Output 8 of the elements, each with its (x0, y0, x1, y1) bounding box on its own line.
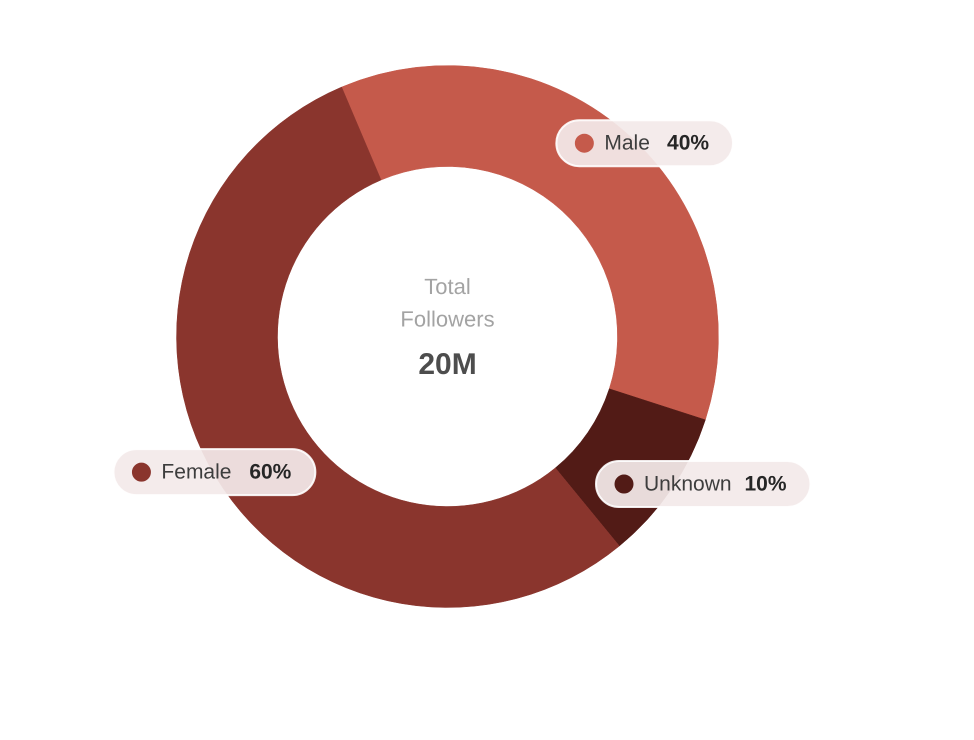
data-label: 10% (744, 472, 787, 496)
legend-label: Unknown (644, 472, 732, 496)
text: Total Followers (400, 274, 495, 332)
legend-label: Male (604, 132, 650, 155)
data-label: 40% (667, 132, 710, 155)
data-label: 60% (249, 460, 292, 484)
legend-label: Female (161, 460, 232, 484)
text: 20M (418, 348, 477, 381)
